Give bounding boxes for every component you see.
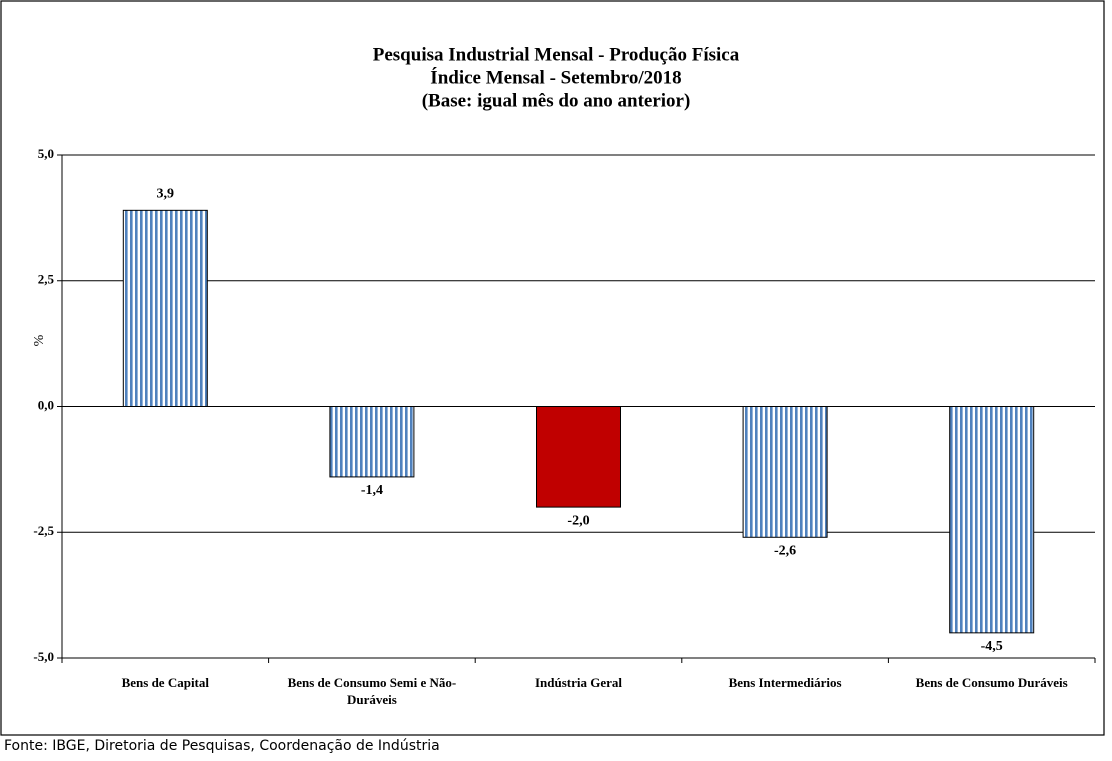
source-note: Fonte: IBGE, Diretoria de Pesquisas, Coo… — [4, 738, 440, 754]
y-tick-label: 0,0 — [38, 397, 54, 412]
x-tick-label: Indústria Geral — [534, 675, 623, 690]
y-tick-label: 5,0 — [38, 146, 54, 161]
bar — [536, 406, 621, 508]
x-tick-label: Bens de Capital — [121, 675, 209, 690]
value-label: -2,6 — [774, 543, 796, 558]
x-tick-label: Bens de Consumo Semi e Não-Duráveis — [287, 675, 457, 707]
value-label: -1,4 — [361, 483, 383, 498]
x-tick-label: Bens Intermediários — [728, 675, 842, 690]
bar — [949, 406, 1035, 634]
chart-title: Índice Mensal - Setembro/2018 — [430, 66, 681, 88]
y-tick-label: -2,5 — [33, 523, 54, 538]
value-label: 3,9 — [157, 187, 175, 202]
value-label: -4,5 — [981, 639, 1003, 654]
chart-border — [0, 0, 1105, 736]
y-axis-label: % — [32, 334, 47, 346]
x-tick-label: Bens de Consumo Duráveis — [915, 675, 1068, 690]
y-tick-label: -5,0 — [33, 649, 54, 664]
chart-title: (Base: igual mês do ano anterior) — [422, 90, 691, 111]
bar — [329, 406, 415, 478]
bar — [122, 209, 208, 407]
value-label: -2,0 — [567, 513, 589, 528]
bar — [742, 406, 828, 538]
y-tick-label: 2,5 — [38, 272, 55, 287]
chart-title: Pesquisa Industrial Mensal - Produção Fí… — [373, 44, 740, 65]
